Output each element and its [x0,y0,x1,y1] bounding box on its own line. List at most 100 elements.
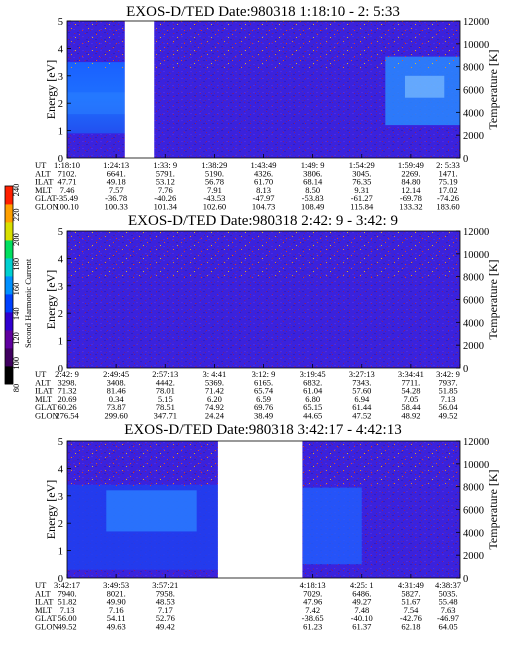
table-row-label: ALT [35,588,52,598]
table-cell: 1:38:29 [201,160,227,170]
table-cell: 51.67 [401,597,420,607]
table-row-label: MLT [35,394,53,404]
y-tick-label: 1 [58,547,63,558]
table-cell: 78.01 [156,386,175,396]
table-cell: 6832. [303,377,322,387]
y-tick-label: 4 [58,44,64,55]
y-tick-label: 5 [58,17,63,28]
table-cell: 9.31 [354,185,369,195]
table-cell: 3298. [57,377,76,387]
table-cell: 100.33 [104,202,127,212]
colorbar-tick-label: 200 [11,233,21,246]
spectrogram [67,21,460,158]
table-cell: 3045. [352,168,371,178]
table-cell: 56.04 [438,402,458,412]
table-cell: 49.63 [107,622,126,632]
table-cell: 24.24 [205,411,225,421]
table-cell: 6.94 [354,394,370,404]
table-cell: 3:12: 9 [252,369,276,379]
colorbar-frame [4,185,14,385]
table-cell: 7.91 [207,185,222,195]
y2-tick-label: 6000 [463,86,484,97]
table-cell: 7.17 [158,605,173,615]
y-tick-label: 4 [58,254,64,265]
table-cell: 7.46 [60,185,75,195]
table-cell: 8.50 [305,185,320,195]
table-cell: -74.26 [437,193,459,203]
colorbar-segment [5,204,13,223]
y-tick-label: 0 [58,574,63,585]
y2-tick-label: 6000 [463,506,484,517]
table-cell: 12.14 [401,185,421,195]
table-cell: 101.34 [154,202,178,212]
table-cell: 48.53 [156,597,175,607]
panel-title: EXOS-D/TED Date:980318 1:18:10 - 2: 5:33 [126,4,400,20]
y2-tick-label: 2000 [463,341,484,352]
table-cell: 78.51 [156,402,175,412]
table-row-label: ILAT [35,177,54,187]
table-cell: 7.13 [60,605,75,615]
table-cell: 61.37 [352,622,371,632]
data-gap [124,21,155,158]
table-cell: 3:34:41 [398,369,424,379]
table-cell: 55.48 [438,597,457,607]
y-tick-label: 1 [58,127,63,138]
colorbar-segment [5,258,13,277]
spectrogram-sparkle [67,231,460,279]
y2-tick-label: 12000 [463,17,489,28]
colorbar-segment [5,312,13,331]
table-cell: 7.54 [403,605,419,615]
table-row-label: GLAT [35,613,58,623]
table-cell: 52.76 [156,613,175,623]
table-cell: -46.97 [437,613,459,623]
colorbar-segment [5,294,13,313]
table-row-label: MLT [35,605,53,615]
table-cell: 71.42 [205,386,224,396]
y-tick-label: 0 [58,154,63,165]
colorbar-tick-label: 220 [11,208,21,221]
table-cell: 6.59 [256,394,271,404]
table-row-label: UT [35,580,47,590]
table-row-label: UT [35,160,47,170]
table-cell: 7.05 [403,394,418,404]
table-cell: 183.60 [436,202,459,212]
table-cell: 6641. [107,168,126,178]
table-cell: 6.20 [207,394,222,404]
colorbar-tick-label: 100 [11,357,21,370]
y2-tick-label: 2000 [463,131,484,142]
table-cell: 7.76 [158,185,173,195]
table-cell: 3:42: 9 [436,369,460,379]
table-cell: -47.97 [253,193,275,203]
table-cell: 44.65 [303,411,322,421]
table-cell: 81.46 [107,386,126,396]
y-tick-label: 3 [58,72,63,83]
colorbar-tick-label: 160 [11,283,21,296]
spectrogram [67,441,460,578]
table-cell: 2:57:13 [152,369,178,379]
table-row-label: GLON [35,202,59,212]
table-cell: 75.19 [438,177,457,187]
table-cell: 57.60 [352,386,371,396]
table-cell: -42.76 [400,613,422,623]
colorbar-segment [5,276,13,295]
table-cell: 49.27 [352,597,371,607]
table-cell: 60.26 [57,402,76,412]
table-cell: -40.26 [154,193,176,203]
table-cell: 20.69 [57,394,76,404]
y2-tick-label: 0 [463,154,468,165]
table-cell: 54.28 [401,386,420,396]
table-cell: 1:59:49 [398,160,424,170]
table-cell: 48.92 [401,411,420,421]
y2-tick-label: 4000 [463,108,484,119]
table-cell: 347.71 [154,411,177,421]
y2-tick-label: 12000 [463,437,489,448]
table-row-label: ALT [35,168,52,178]
table-row-label: MLT [35,185,53,195]
table-cell: 7.57 [109,185,124,195]
y-axis-label: Energy [eV] [44,60,58,119]
y2-tick-label: 10000 [463,460,489,471]
table-cell: 7.63 [441,605,456,615]
y-tick-label: 1 [58,337,63,348]
table-cell: 74.92 [205,402,224,412]
